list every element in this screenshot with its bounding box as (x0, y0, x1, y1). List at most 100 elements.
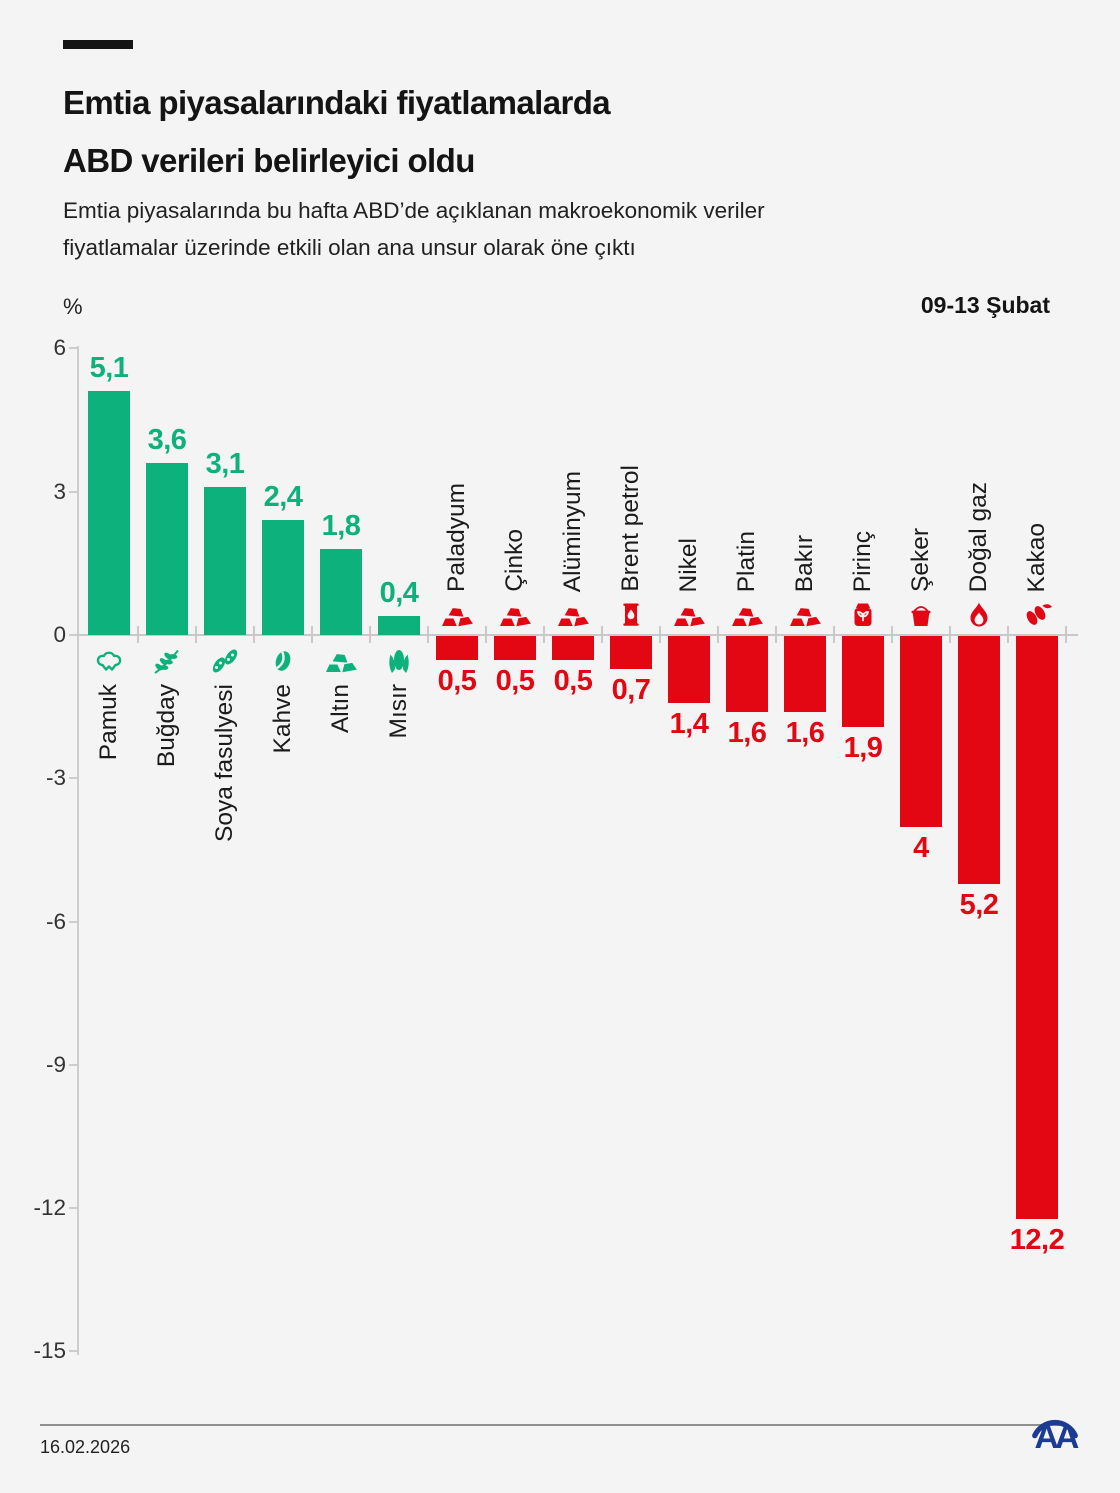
flame-icon (962, 600, 996, 630)
zero-line-tick (137, 626, 139, 643)
zero-line-tick (601, 626, 603, 643)
bar-value-label: 5,2 (959, 889, 999, 922)
bar-category-label: Şeker (907, 527, 934, 592)
bar-category-label: Paladyum (443, 483, 470, 592)
zero-line-tick (717, 626, 719, 643)
bar-category-label: Brent petrol (617, 465, 644, 592)
bar-value-label: 1,8 (321, 510, 361, 543)
bar (320, 549, 362, 635)
y-tick-label: -9 (45, 1051, 66, 1077)
bar-category-label: Buğday (153, 684, 180, 768)
bar-value-label: 0,5 (437, 664, 477, 697)
metal-ingots-icon (788, 600, 822, 630)
y-axis-unit-label: % (63, 294, 83, 319)
zero-line (77, 634, 1078, 636)
bar (146, 463, 188, 635)
bar (378, 615, 420, 635)
page-title-line-1: Emtia piyasalarındaki fiyatlamalarda (63, 84, 611, 121)
period-label: 09-13 Şubat (920, 292, 1050, 318)
bar-value-label: 0,4 (379, 576, 419, 609)
bar-value-label: 12,2 (1009, 1223, 1065, 1256)
bar (436, 636, 478, 660)
y-tick (69, 634, 77, 636)
aa-logo: AA (1032, 1418, 1083, 1453)
oil-barrel-icon (614, 600, 648, 630)
wheat-icon (150, 646, 184, 676)
zero-line-tick (253, 626, 255, 643)
soybean-icon (208, 646, 242, 676)
y-tick (69, 777, 77, 780)
bar-category-label: Doğal gaz (965, 481, 992, 592)
bar-category-label: Nikel (675, 537, 702, 592)
bar-category-label: Pirinç (849, 530, 876, 592)
bar (958, 636, 1000, 885)
bar (262, 520, 304, 635)
bar-category-label: Platin (733, 530, 760, 592)
y-tick (69, 1063, 77, 1066)
page-subtitle: Emtia piyasalarında bu hafta ABD’de açık… (63, 192, 765, 266)
bar (900, 636, 942, 828)
metal-ingots-icon (440, 600, 474, 630)
bar-category-label: Altın (327, 684, 354, 734)
coffee-bean-icon (266, 646, 300, 676)
y-tick (69, 490, 77, 493)
y-tick (69, 1350, 77, 1353)
footer-divider (40, 1424, 1062, 1426)
cocoa-icon (1020, 600, 1054, 630)
corn-icon (382, 646, 416, 676)
bar-category-label: Bakır (791, 534, 818, 592)
zero-line-tick (311, 626, 313, 643)
zero-line-tick (891, 626, 893, 643)
zero-line-tick (543, 626, 545, 643)
bar-category-label: Çinko (501, 529, 528, 592)
bar (552, 636, 594, 660)
bar-value-label: 1,4 (669, 707, 709, 740)
aa-logo-letters: AA (1034, 1418, 1079, 1453)
bar (204, 486, 246, 635)
y-tick-label: -6 (45, 908, 66, 934)
bar-value-label: 3,6 (147, 424, 187, 457)
bar (784, 636, 826, 713)
bar-value-label: 3,1 (205, 447, 245, 480)
bar-value-label: 5,1 (89, 352, 129, 385)
bar (842, 636, 884, 727)
y-tick-label: -15 (33, 1338, 66, 1364)
gold-ingots-icon (324, 646, 358, 676)
bar (1016, 636, 1058, 1219)
bar-value-label: 4 (913, 832, 929, 865)
zero-line-tick (775, 626, 777, 643)
y-axis-line (77, 346, 79, 1355)
bar (610, 636, 652, 670)
bar-value-label: 0,5 (553, 664, 593, 697)
metal-ingots-icon (672, 600, 706, 630)
zero-line-tick (949, 626, 951, 643)
bar-value-label: 2,4 (263, 481, 303, 514)
bar-value-label: 1,9 (843, 731, 883, 764)
zero-line-tick (369, 626, 371, 643)
bar (494, 636, 536, 660)
y-tick-label: 0 (53, 622, 66, 647)
bar-value-label: 0,7 (611, 674, 651, 707)
bar (668, 636, 710, 703)
bar (726, 636, 768, 713)
zero-line-tick (659, 626, 661, 643)
metal-ingots-icon (730, 600, 764, 630)
zero-line-tick (427, 626, 429, 643)
page-title-line-2: ABD verileri belirleyici oldu (63, 142, 475, 179)
title-dash (63, 40, 133, 49)
bar-value-label: 1,6 (785, 717, 825, 750)
y-tick-label: -12 (33, 1195, 66, 1221)
zero-line-tick (833, 626, 835, 643)
footer-date: 16.02.2026 (40, 1437, 131, 1457)
page-subtitle-line-1: Emtia piyasalarında bu hafta ABD’de açık… (63, 198, 765, 223)
y-tick-label: 3 (53, 478, 66, 504)
bar-category-label: Pamuk (95, 684, 122, 761)
zero-line-tick (485, 626, 487, 643)
bar-value-label: 1,6 (727, 717, 767, 750)
y-tick (69, 1207, 77, 1210)
page-title: Emtia piyasalarındaki fiyatlamalarda ABD … (63, 74, 611, 190)
y-tick-label: -3 (45, 765, 66, 791)
sugar-sack-icon (904, 600, 938, 630)
bar (88, 391, 130, 635)
